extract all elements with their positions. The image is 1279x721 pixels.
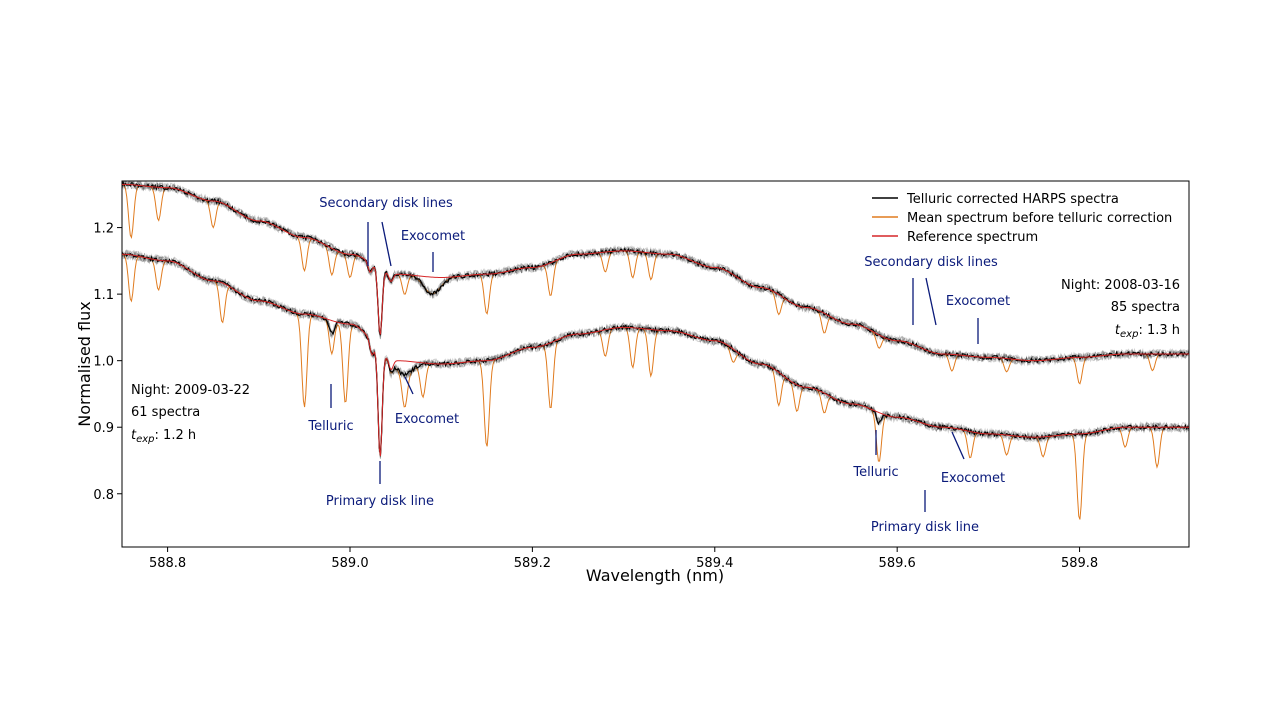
label-primary-right: Primary disk line: [871, 520, 979, 535]
individual-spectrum-lower: [122, 249, 1189, 458]
info-night-2009: Night: 2009-03-22: [131, 383, 250, 398]
info-spectra-2009: 61 spectra: [131, 405, 200, 420]
individual-spectrum-lower: [122, 249, 1189, 456]
pointer-secondary-right-b: [925, 277, 937, 326]
info-night-2008: Night: 2008-03-16: [1061, 278, 1180, 293]
mean-spectrum-upper: [122, 183, 1189, 385]
label-exocomet-left-top: Exocomet: [401, 229, 465, 244]
individual-spectrum-upper: [122, 181, 1189, 365]
y-tick-label: 1.2: [93, 222, 114, 237]
label-secondary-left: Secondary disk lines: [319, 196, 453, 211]
info-spectra-2008: 85 spectra: [1111, 300, 1180, 315]
x-tick-label: 589.6: [879, 556, 916, 571]
label-telluric-right: Telluric: [852, 465, 898, 480]
individual-spectrum-lower: [122, 250, 1189, 459]
legend-label-reference: Reference spectrum: [907, 230, 1038, 245]
individual-spectrum-lower: [122, 250, 1189, 457]
x-tick-label: 588.8: [149, 556, 186, 571]
y-tick-label: 0.9: [93, 421, 114, 436]
legend: Telluric corrected HARPS spectra Mean sp…: [872, 192, 1172, 245]
annotations-left: [330, 221, 434, 484]
individual-spectrum-upper: [122, 181, 1189, 367]
x-tick-label: 589.0: [331, 556, 368, 571]
label-secondary-right: Secondary disk lines: [864, 255, 998, 270]
x-axis: 588.8 589.0 589.2 589.4 589.6 589.8: [149, 547, 1098, 571]
label-exocomet-right-top: Exocomet: [946, 294, 1010, 309]
label-exocomet-right-bottom: Exocomet: [941, 471, 1005, 486]
pointer-secondary-left-b: [381, 221, 392, 267]
spectra-area: [122, 181, 1189, 520]
corrected-spectrum-upper: [122, 181, 1189, 364]
y-tick-label: 1.0: [93, 355, 114, 370]
info-texp-2008: texp: 1.3 h: [1115, 323, 1180, 340]
pointer-exocomet-left-bottom: [404, 376, 414, 395]
y-tick-label: 0.8: [93, 488, 114, 503]
y-axis: 0.8 0.9 1.0 1.1 1.2: [93, 222, 122, 503]
reference-spectrum-upper: [122, 183, 1189, 362]
individual-spectrum-lower: [122, 249, 1189, 459]
info-block-2008: Night: 2008-03-16 85 spectra texp: 1.3 h: [1061, 278, 1180, 340]
y-tick-label: 1.1: [93, 288, 114, 303]
info-texp-2009: texp: 1.2 h: [131, 428, 196, 445]
spectrum-lower: [122, 249, 1189, 520]
label-primary-left: Primary disk line: [326, 494, 434, 509]
mean-spectrum-lower: [122, 253, 1189, 520]
reference-spectrum-lower: [122, 253, 1189, 457]
annotations-right: [875, 277, 979, 512]
spectrum-upper: [122, 181, 1189, 385]
individual-spectrum-lower: [122, 249, 1189, 453]
legend-label-mean: Mean spectrum before telluric correction: [907, 211, 1172, 226]
pointer-exocomet-right-bottom: [951, 431, 965, 460]
y-axis-title: Normalised flux: [75, 301, 94, 426]
legend-label-corrected: Telluric corrected HARPS spectra: [906, 192, 1119, 207]
label-exocomet-left-bottom: Exocomet: [395, 412, 459, 427]
x-axis-title: Wavelength (nm): [586, 566, 724, 585]
plot-frame: [121, 180, 1190, 548]
x-tick-label: 589.8: [1061, 556, 1098, 571]
individual-spectrum-upper: [122, 181, 1189, 366]
corrected-spectrum-lower: [122, 252, 1189, 455]
x-tick-label: 589.2: [514, 556, 551, 571]
label-telluric-left: Telluric: [307, 419, 353, 434]
individual-spectrum-upper: [122, 181, 1189, 367]
individual-spectrum-upper: [122, 181, 1189, 367]
x-tick-label: 589.4: [696, 556, 733, 571]
info-block-2009: Night: 2009-03-22 61 spectra texp: 1.2 h: [131, 383, 250, 445]
